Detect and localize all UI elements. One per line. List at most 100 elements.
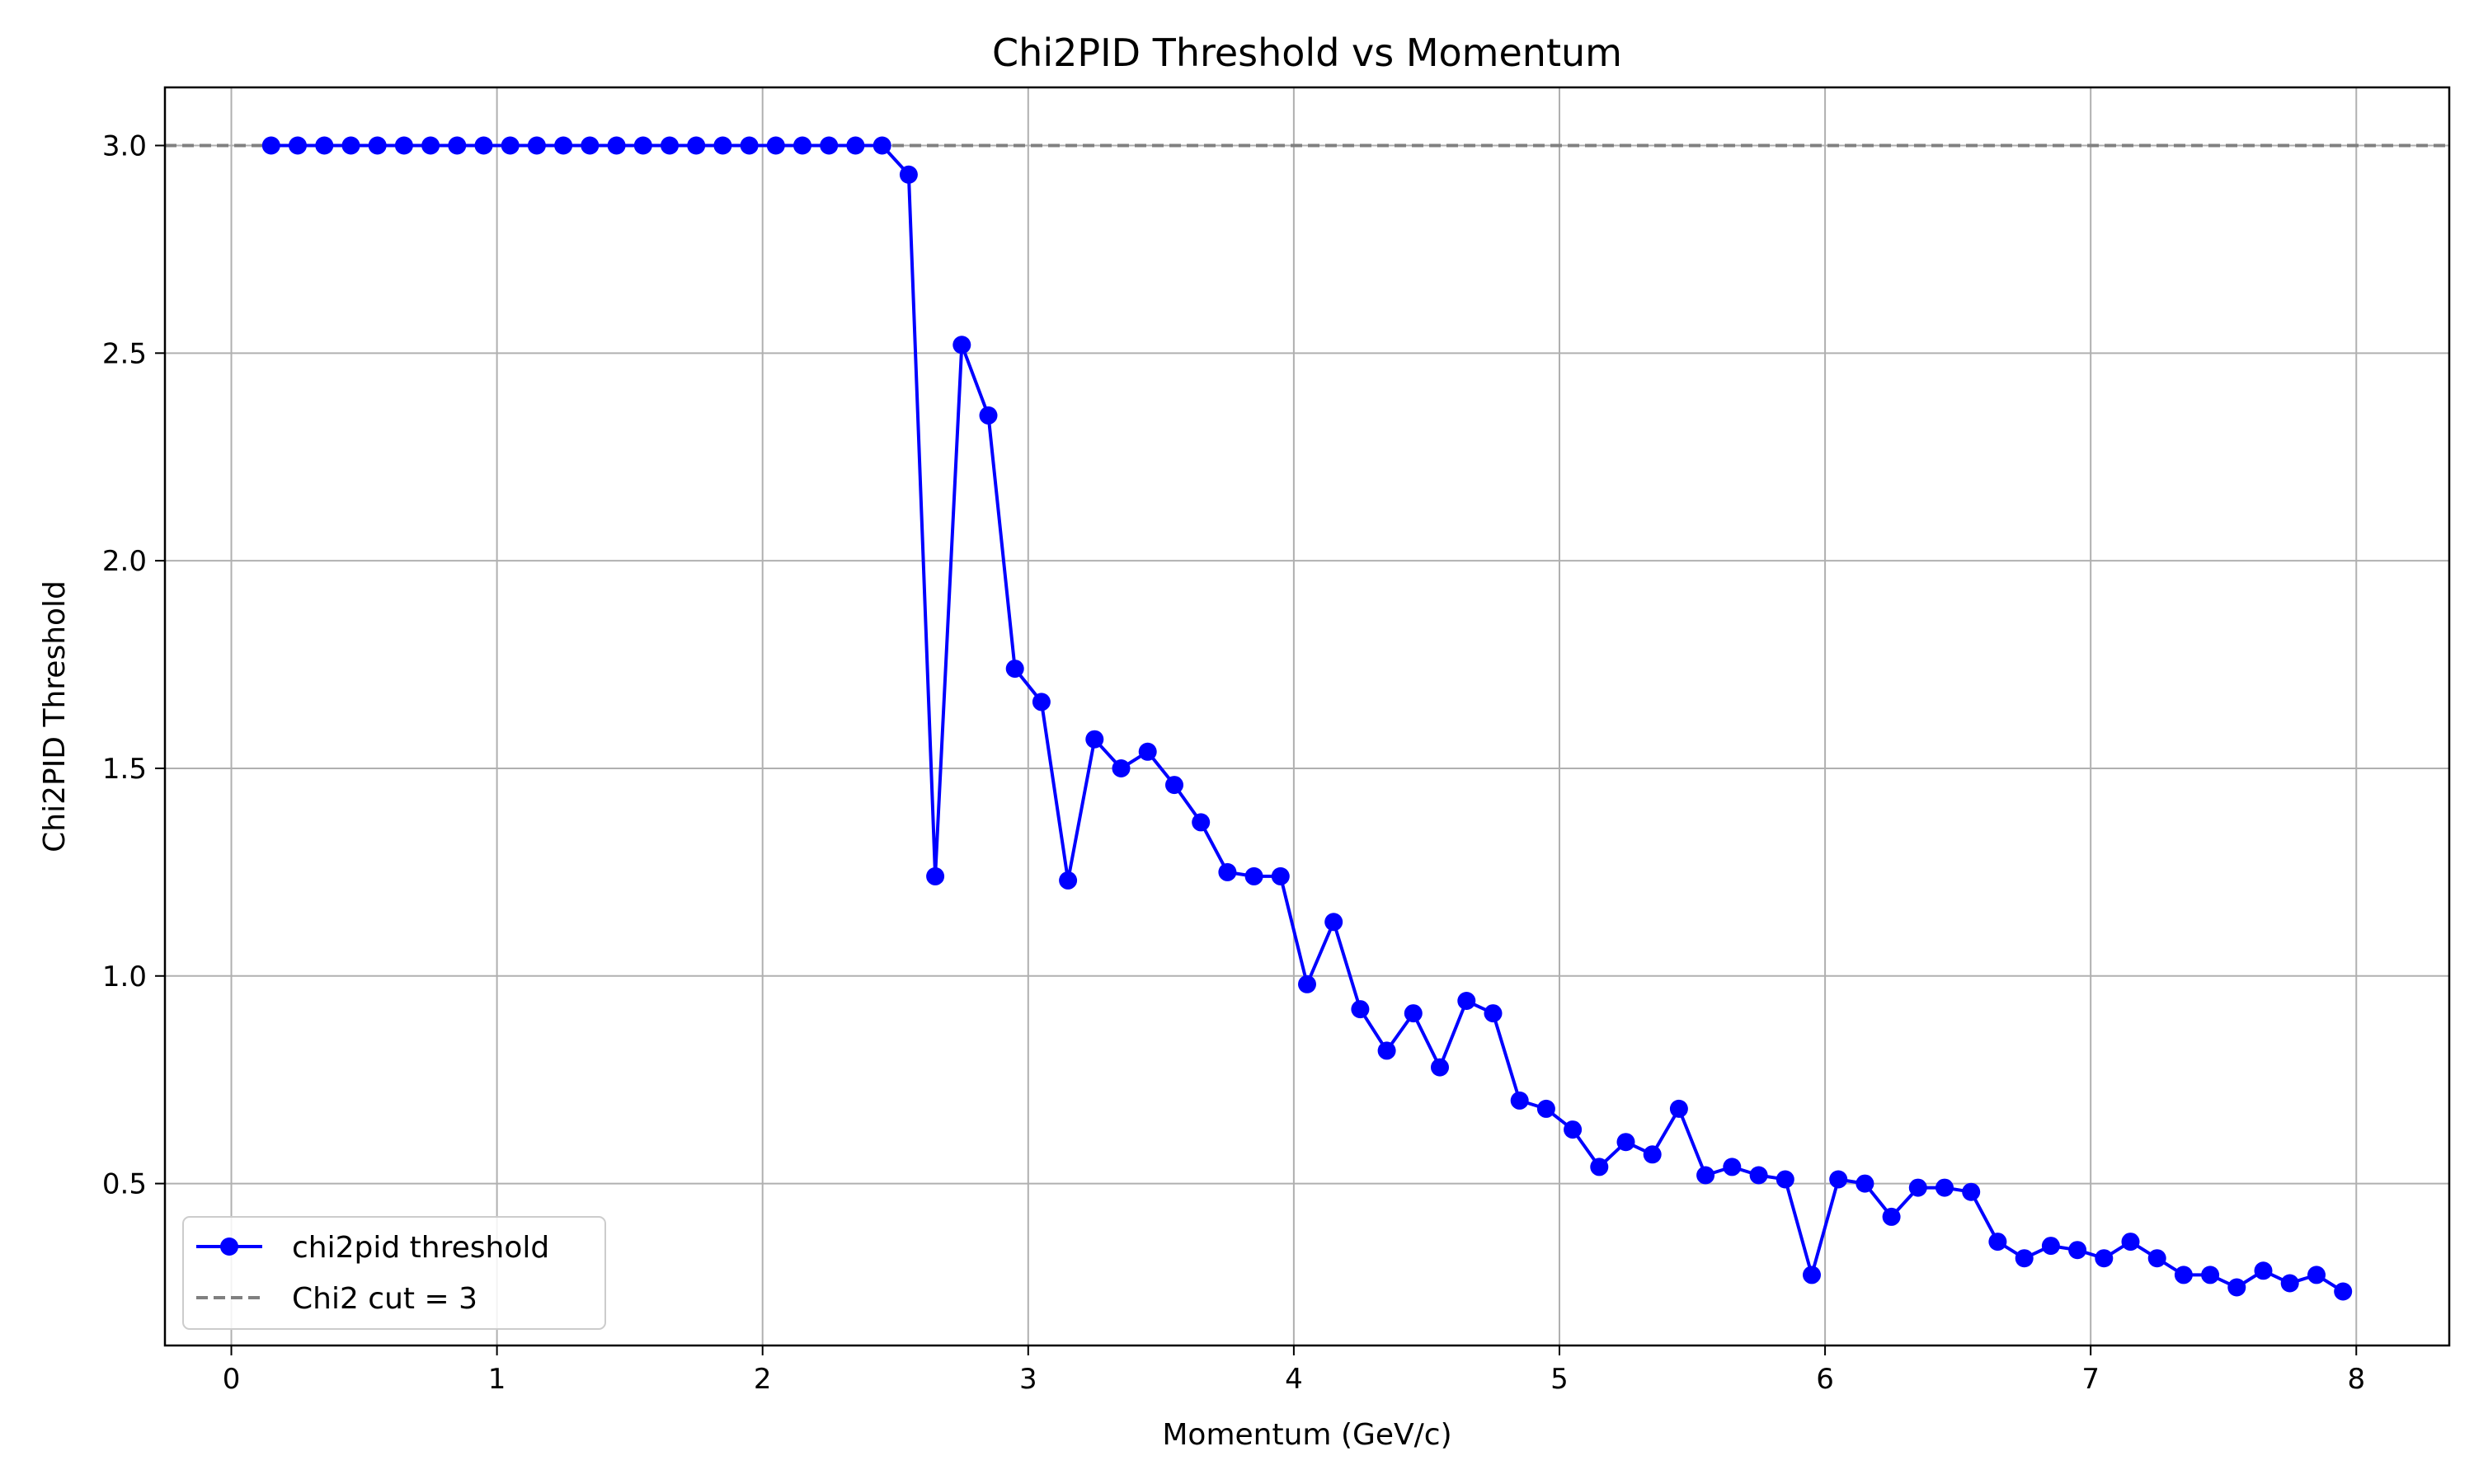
threshold-point [1218, 862, 1237, 881]
threshold-point [261, 136, 280, 155]
threshold-point [448, 136, 467, 155]
threshold-point [2147, 1249, 2166, 1268]
chart-title: Chi2PID Threshold vs Momentum [992, 31, 1622, 75]
threshold-point [1431, 1058, 1449, 1077]
threshold-point [2121, 1233, 2140, 1252]
y-tick-label: 3.0 [102, 130, 147, 163]
threshold-point [1510, 1091, 1529, 1110]
x-tick-label: 6 [1816, 1363, 1834, 1396]
threshold-point [2254, 1261, 2273, 1280]
threshold-point [2201, 1266, 2220, 1284]
threshold-point [607, 136, 626, 155]
threshold-point [474, 136, 493, 155]
threshold-point [368, 136, 387, 155]
threshold-point [394, 136, 413, 155]
threshold-point [2015, 1249, 2034, 1268]
threshold-point [2227, 1278, 2246, 1297]
threshold-point [1404, 1004, 1423, 1023]
x-tick-label: 5 [1550, 1363, 1569, 1396]
legend-label-cut: Chi2 cut = 3 [292, 1282, 477, 1316]
y-tick-label: 1.5 [102, 753, 147, 786]
plot-frame [163, 86, 2451, 1347]
threshold-point [1962, 1182, 1981, 1201]
threshold-point [2280, 1274, 2299, 1293]
threshold-point [1377, 1041, 1396, 1060]
threshold-point [2095, 1249, 2114, 1268]
threshold-point [872, 136, 891, 155]
threshold-point [1856, 1174, 1874, 1193]
threshold-point [713, 136, 732, 155]
threshold-point [2068, 1241, 2087, 1260]
threshold-point [820, 136, 839, 155]
threshold-point [1484, 1004, 1503, 1023]
x-tick-label: 1 [488, 1363, 506, 1396]
threshold-point [315, 136, 334, 155]
threshold-point [687, 136, 706, 155]
threshold-point [952, 336, 971, 355]
threshold-point [1723, 1158, 1742, 1176]
threshold-point [1616, 1133, 1635, 1152]
y-axis-label: Chi2PID Threshold [38, 580, 72, 852]
threshold-point [1669, 1099, 1688, 1118]
threshold-point [581, 136, 600, 155]
legend-box [182, 1216, 606, 1330]
threshold-point [1457, 992, 1476, 1010]
tick-layer: 0 1 2 3 4 5 6 7 8 0.5 1.0 1.5 2.0 2.5 3.0 [102, 130, 2365, 1396]
threshold-point [1244, 866, 1263, 885]
legend-marker-threshold [220, 1237, 238, 1256]
threshold-point [1351, 1000, 1370, 1019]
threshold-point [2334, 1282, 2353, 1301]
threshold-point [554, 136, 573, 155]
threshold-point [2174, 1266, 2193, 1284]
threshold-point [1988, 1233, 2007, 1252]
threshold-point [1829, 1170, 1848, 1189]
threshold-point [1112, 759, 1131, 777]
legend: chi2pid threshold Chi2 cut = 3 [182, 1216, 606, 1330]
threshold-point [926, 866, 945, 885]
threshold-point [501, 136, 520, 155]
y-tick-label: 1.0 [102, 960, 147, 993]
threshold-point [793, 136, 811, 155]
threshold-point [740, 136, 759, 155]
x-tick-label: 4 [1285, 1363, 1303, 1396]
threshold-point [289, 136, 307, 155]
threshold-point [1749, 1166, 1768, 1185]
threshold-point [1324, 913, 1343, 932]
threshold-point [1590, 1158, 1609, 1176]
x-tick-label: 2 [754, 1363, 772, 1396]
legend-label-threshold: chi2pid threshold [292, 1231, 549, 1265]
series-layer [165, 136, 2449, 1301]
threshold-point [1696, 1166, 1715, 1185]
x-tick-label: 0 [223, 1363, 241, 1396]
x-tick-label: 7 [2081, 1363, 2100, 1396]
y-tick-label: 2.5 [102, 337, 147, 370]
threshold-point [1564, 1120, 1583, 1139]
threshold-point [1882, 1207, 1901, 1226]
threshold-point [661, 136, 679, 155]
threshold-point [527, 136, 546, 155]
y-tick-label: 2.0 [102, 545, 147, 578]
x-axis-label: Momentum (GeV/c) [1162, 1418, 1451, 1452]
threshold-point [633, 136, 652, 155]
threshold-point [1165, 776, 1183, 795]
threshold-point [1059, 871, 1078, 890]
threshold-point [1776, 1170, 1794, 1189]
threshold-point [1536, 1099, 1555, 1118]
threshold-point [899, 165, 918, 184]
threshold-point [2041, 1237, 2060, 1256]
threshold-point [1935, 1178, 1954, 1197]
threshold-point [1192, 813, 1211, 832]
threshold-point [341, 136, 360, 155]
threshold-point [766, 136, 785, 155]
threshold-point [1643, 1145, 1662, 1164]
threshold-point [1271, 866, 1290, 885]
threshold-point [1005, 660, 1024, 679]
x-tick-label: 8 [2347, 1363, 2365, 1396]
threshold-point [979, 406, 998, 425]
threshold-point [1803, 1266, 1821, 1284]
threshold-point [1908, 1178, 1927, 1197]
threshold-point [2307, 1266, 2326, 1284]
threshold-point [846, 136, 865, 155]
y-tick-label: 0.5 [102, 1168, 147, 1201]
